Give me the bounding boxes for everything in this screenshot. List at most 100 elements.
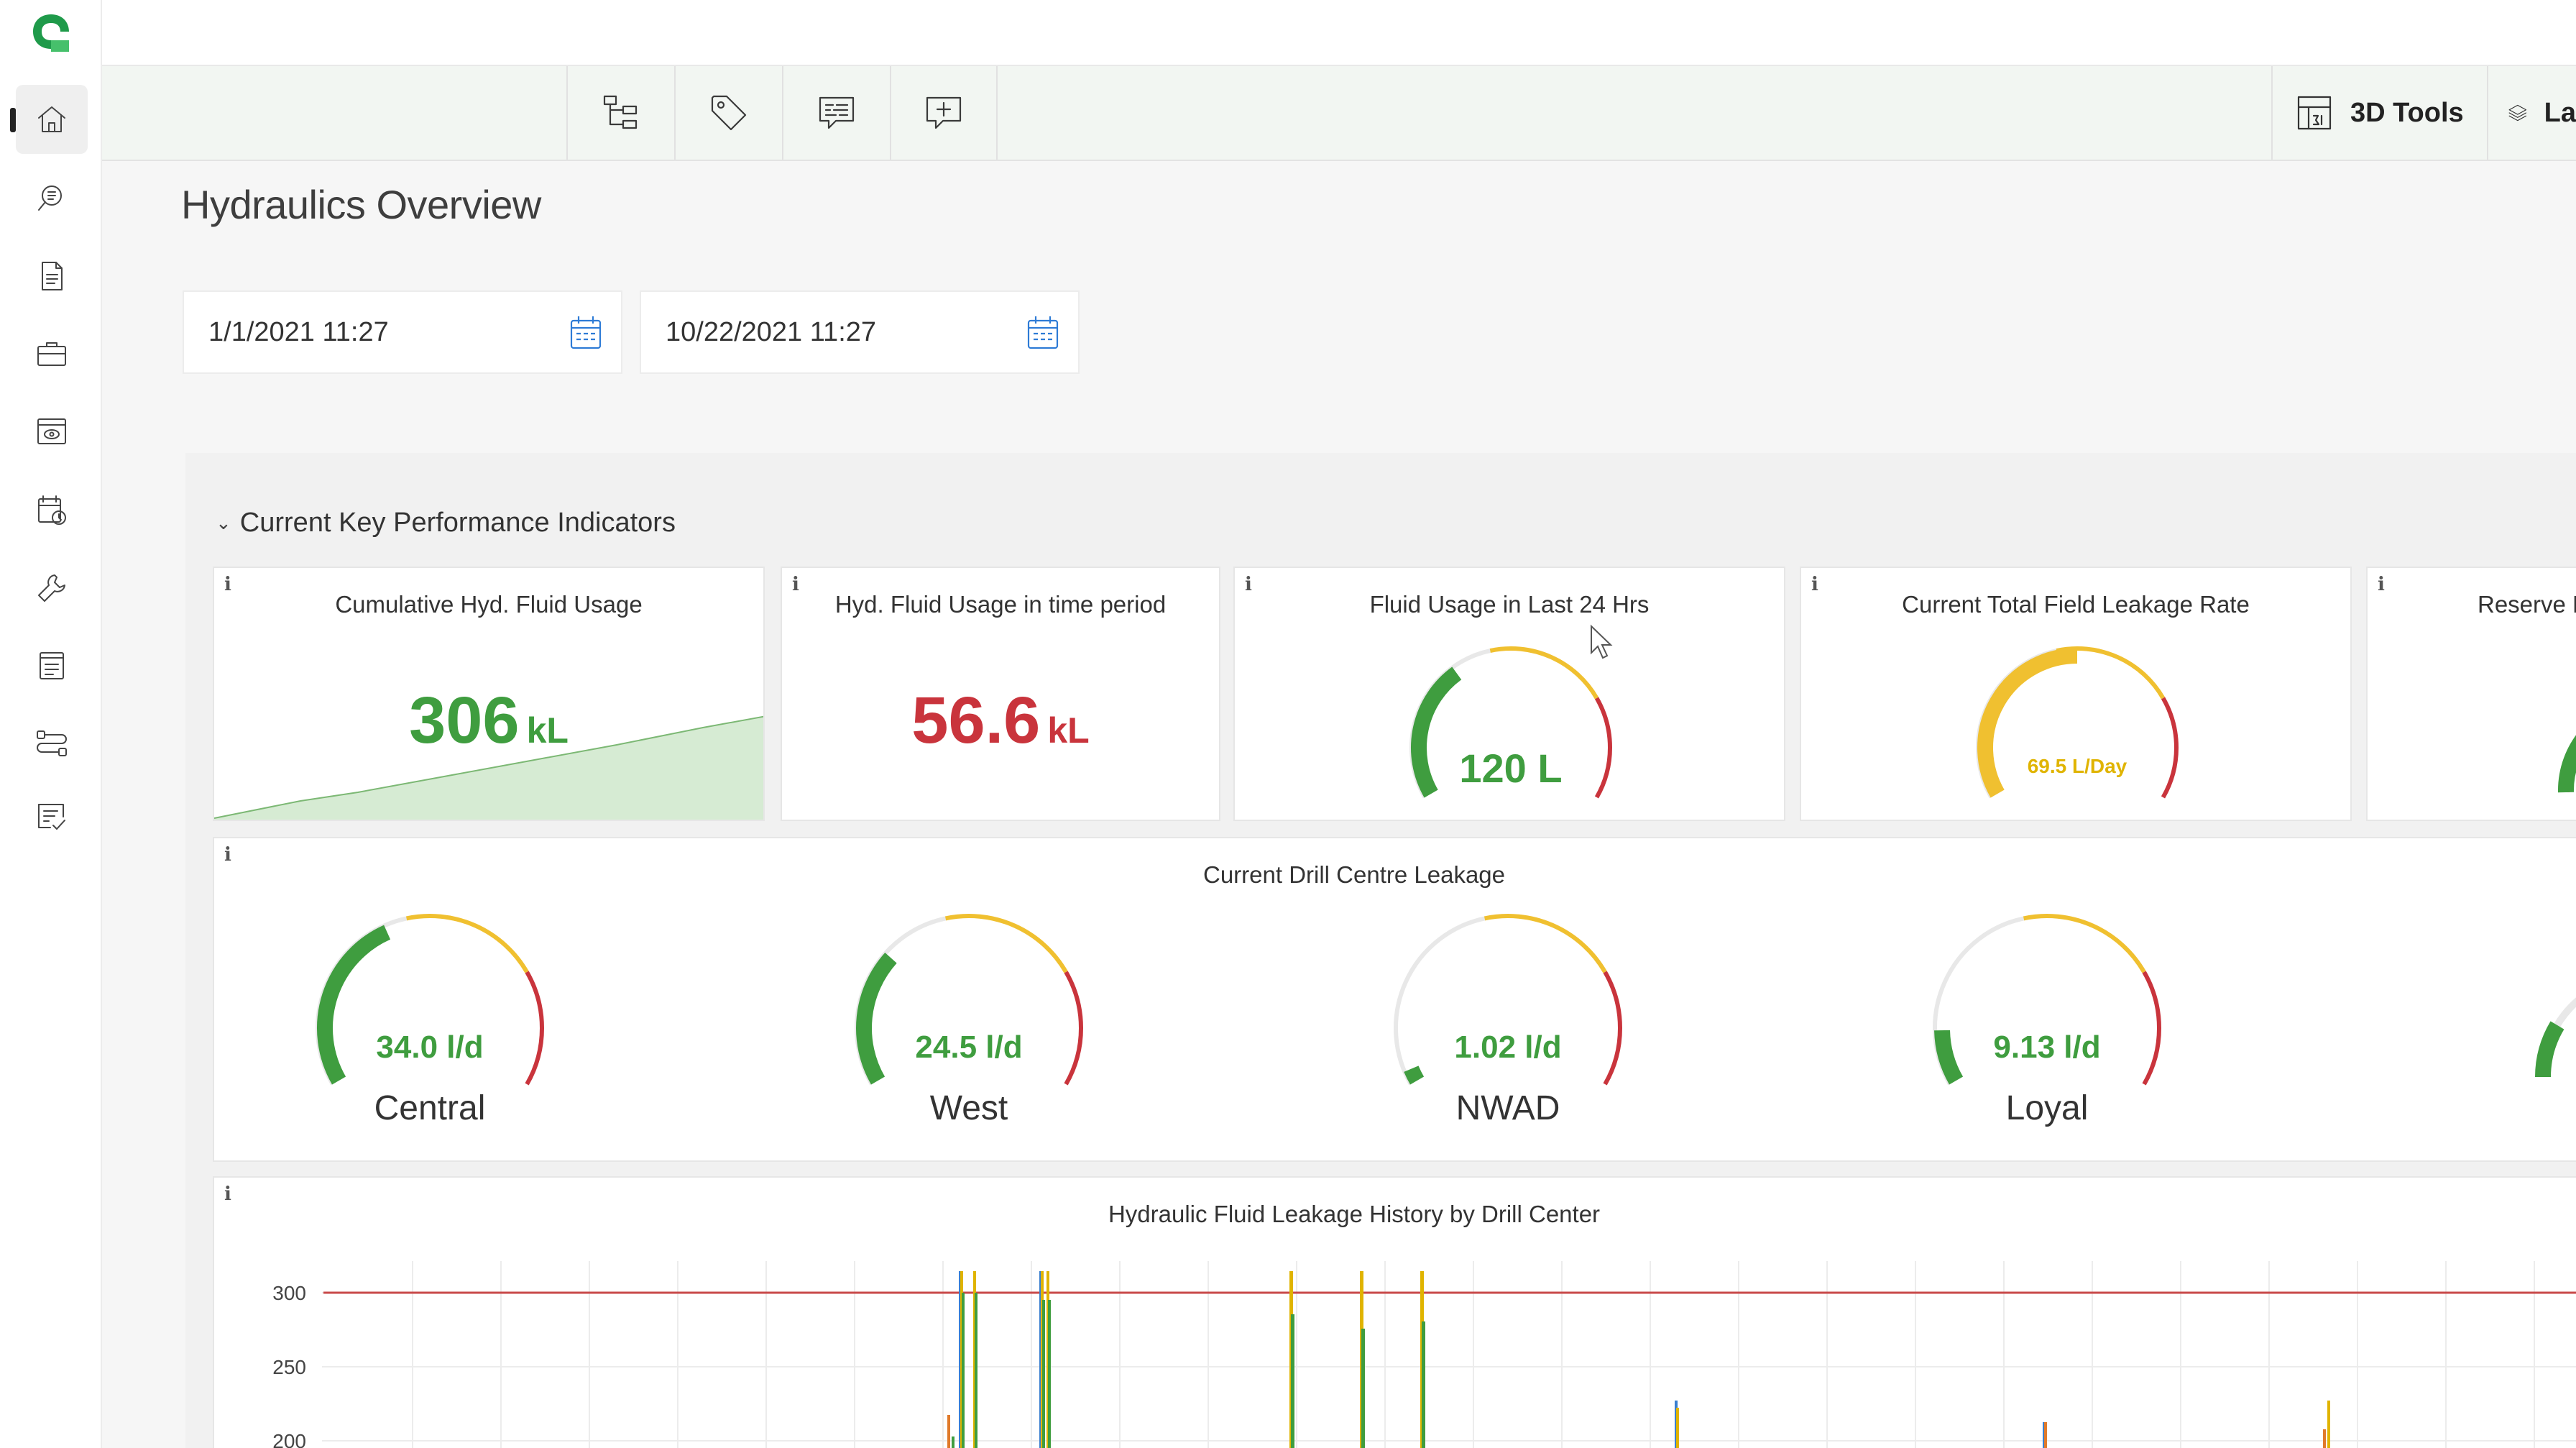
gauge-value-leakage: 69.5 L/Day — [2027, 755, 2128, 777]
drill-gauge-3-value-arc — [1934, 1030, 1964, 1085]
leakage-bar — [1042, 1300, 1045, 1448]
3d-tools-button[interactable]: 3D Tools — [2271, 66, 2487, 160]
sidebar-item-home[interactable] — [10, 85, 88, 154]
sidebar — [0, 0, 102, 1448]
start-date-input[interactable] — [208, 316, 539, 348]
layers-icon — [2508, 104, 2527, 122]
gauge-last24 — [1409, 646, 1612, 799]
drill-gauge-value: 34.0 l/d — [376, 1030, 484, 1065]
sidebar-item-documents[interactable] — [16, 242, 88, 311]
gauge-leakage-value-arc — [1977, 648, 2078, 798]
layers-button[interactable]: La — [2487, 66, 2576, 160]
drill-centre-card: i Current Drill Centre Leakage 34.0 l/d C… — [213, 837, 2576, 1162]
comment-list-button[interactable] — [782, 66, 890, 160]
comment-list-icon — [819, 96, 855, 129]
tag-button[interactable] — [674, 66, 782, 160]
drill-gauge-2-alarm-band — [1603, 971, 1622, 1086]
hierarchy-button[interactable] — [566, 66, 674, 160]
leakage-history-chart: 300 250 200 — [272, 1261, 2576, 1448]
briefcase-icon — [37, 342, 66, 366]
gauge-reserve — [2557, 735, 2576, 793]
layers-label: La — [2544, 97, 2576, 128]
y-tick-label: 300 — [272, 1282, 306, 1304]
leakage-bar — [2044, 1422, 2047, 1448]
drill-gauge-1-warn-band — [944, 914, 1068, 973]
app-logo-icon[interactable] — [27, 10, 75, 58]
drill-centre-name: West — [929, 1089, 1008, 1127]
drill-gauge-3-alarm-band — [2142, 971, 2161, 1086]
leakage-bar — [1422, 1321, 1425, 1448]
leakage-bar — [2323, 1429, 2326, 1448]
y-tick-label: 250 — [272, 1356, 306, 1378]
kpi-section-title: Current Key Performance Indicators — [239, 508, 676, 538]
drill-centre-name: Loyal — [2005, 1089, 2089, 1127]
kpi-card-reserve: i Reserve R — [2366, 567, 2576, 821]
page-title: Hydraulics Overview — [181, 182, 541, 227]
drill-gauge-value: 1.02 l/d — [1454, 1030, 1562, 1065]
sidebar-item-search[interactable] — [16, 164, 88, 233]
info-icon[interactable]: i — [2378, 574, 2385, 595]
sidebar-item-forms[interactable] — [16, 631, 88, 700]
top-bar — [102, 0, 2576, 66]
leakage-bar — [1361, 1329, 1365, 1448]
sidebar-item-tools[interactable] — [16, 554, 88, 623]
sidebar-item-work[interactable] — [16, 319, 88, 388]
sidebar-item-checklist[interactable] — [16, 782, 88, 851]
drill-gauge-west — [855, 914, 1083, 1086]
gauge-last24-warn-band — [1489, 646, 1599, 700]
start-date-picker[interactable] — [183, 290, 622, 374]
kpi-value-cumulative: 306 kL — [409, 684, 569, 757]
leakage-bar — [947, 1415, 950, 1448]
kpi-title: Current Total Field Leakage Rate — [1902, 591, 2250, 618]
kpi-section-header[interactable]: ⌄ Current Key Performance Indicators — [216, 508, 676, 539]
end-date-input[interactable] — [666, 316, 996, 348]
kpi-title: Hyd. Fluid Usage in time period — [834, 591, 1167, 618]
drill-gauge-2-warn-band — [1484, 914, 1607, 973]
leakage-bar — [2327, 1401, 2330, 1448]
kpi-card-period: i Hyd. Fluid Usage in time period 56.6 kL — [781, 567, 1220, 821]
kpi-card-last24: i Fluid Usage in Last 24 Hrs 120 L — [1233, 567, 1785, 821]
drill-gauge-loyal — [1933, 914, 2161, 1086]
leakage-bar — [1676, 1408, 1679, 1448]
3d-tools-label: 3D Tools — [2350, 97, 2464, 128]
gauge-last24-alarm-band — [1594, 697, 1612, 799]
form-icon — [40, 652, 64, 679]
drill-gauge-2-value-arc — [1404, 1066, 1425, 1085]
add-comment-button[interactable] — [890, 66, 998, 160]
sidebar-item-schedule[interactable] — [16, 476, 88, 545]
document-icon — [42, 262, 63, 290]
info-icon[interactable]: i — [224, 844, 231, 866]
calendar-icon[interactable] — [565, 312, 607, 354]
drill-gauge-value: 24.5 l/d — [915, 1030, 1023, 1065]
drill-gauge-nwad — [1394, 914, 1622, 1086]
kpi-title: Reserve R — [2478, 591, 2576, 618]
toolbar: 3D Tools La — [102, 66, 2576, 161]
y-tick-label: 200 — [272, 1430, 306, 1448]
eye-panel-icon — [37, 418, 66, 444]
drill-gauge-value: 9.13 l/d — [1993, 1030, 2101, 1065]
checklist-icon — [38, 804, 65, 830]
route-icon — [37, 730, 67, 756]
sparkline-area — [214, 715, 763, 820]
leakage-bar — [952, 1436, 954, 1448]
info-icon[interactable]: i — [792, 574, 799, 595]
kpi-card-leakage: i Current Total Field Leakage Rate 69.5 … — [1800, 567, 2352, 821]
info-icon[interactable]: i — [1245, 574, 1252, 595]
info-icon[interactable]: i — [224, 1183, 231, 1205]
gauge-leakage — [1976, 646, 2179, 799]
end-date-picker[interactable] — [640, 290, 1080, 374]
home-icon — [38, 106, 65, 132]
gauge-value-last24: 120 L — [1459, 746, 1563, 791]
sidebar-item-monitor[interactable] — [16, 397, 88, 466]
wrench-icon — [38, 574, 65, 602]
kpi-card-cumulative: i Cumulative Hyd. Fluid Usage 306 kL — [213, 567, 765, 821]
info-icon[interactable]: i — [1811, 574, 1818, 595]
search-document-icon — [38, 185, 62, 211]
drill-gauge-2-track — [1394, 916, 1486, 1086]
drill-gauge-0-alarm-band — [525, 971, 544, 1086]
chevron-down-icon[interactable]: ⌄ — [216, 512, 231, 533]
info-icon[interactable]: i — [224, 574, 231, 595]
sidebar-item-routes[interactable] — [16, 709, 88, 778]
drill-gauge-1-alarm-band — [1064, 971, 1083, 1086]
calendar-icon[interactable] — [1022, 312, 1064, 354]
